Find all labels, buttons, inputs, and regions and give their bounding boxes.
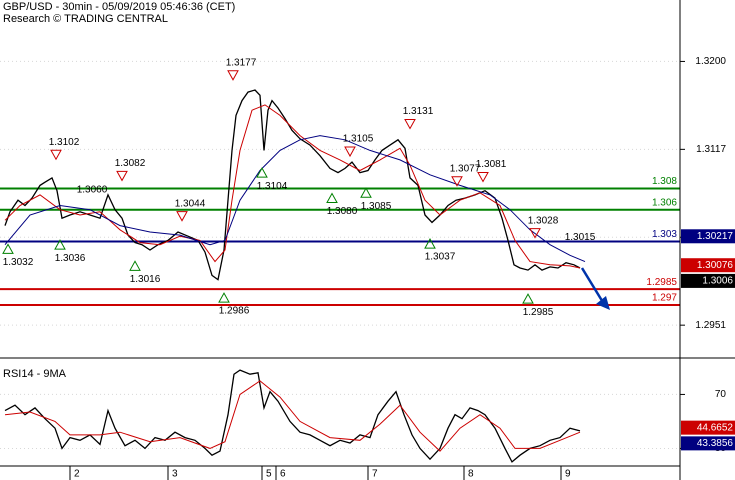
support-marker <box>2 243 14 254</box>
value-box-label: 44.6652 <box>697 422 734 433</box>
series-line <box>4 380 581 452</box>
chart-title: GBP/USD - 30min - 05/09/2019 05:46:36 (C… <box>3 1 235 13</box>
value-box-label: 43.3856 <box>697 438 734 449</box>
resistance-marker <box>529 228 541 239</box>
series-line <box>4 135 586 263</box>
level-label: 1.297 <box>652 293 677 304</box>
value-box <box>681 258 735 273</box>
resistance-marker <box>477 171 489 183</box>
support-label: 1.2986 <box>219 306 250 317</box>
support-label: 1.3080 <box>327 206 358 217</box>
support-marker <box>54 239 66 250</box>
resistance-label: 1.3028 <box>528 215 559 226</box>
plot-layer <box>4 89 586 463</box>
support-marker <box>129 260 141 271</box>
support-label: 1.2985 <box>523 307 554 318</box>
x-tick-label: 8 <box>468 469 474 480</box>
value-box-label: 1.3006 <box>702 276 733 287</box>
resistance-marker <box>176 211 188 222</box>
resistance-marker <box>344 146 356 158</box>
support-label: 1.3104 <box>257 181 288 192</box>
resistance-label: 1.3044 <box>175 198 206 209</box>
value-box <box>681 436 735 451</box>
series-line <box>4 104 581 269</box>
grid-layer <box>0 60 680 449</box>
value-box <box>681 420 735 435</box>
x-tick-label: 6 <box>280 469 286 480</box>
value-box <box>681 273 735 288</box>
level-label: 1.303 <box>652 229 677 240</box>
resistance-marker <box>227 70 239 81</box>
y-tick-label: 1.3117 <box>696 144 726 155</box>
x-tick-label: 5 <box>266 469 272 480</box>
level-label: 1.2985 <box>646 277 677 288</box>
y-tick-label: 1.2951 <box>695 320 726 331</box>
value-box-label: 1.30076 <box>697 260 734 271</box>
forecast-arrow <box>580 267 606 305</box>
support-marker <box>424 238 436 249</box>
forecast-arrowhead <box>596 296 610 310</box>
resistance-marker <box>50 149 62 161</box>
support-label: 1.3032 <box>3 257 34 268</box>
resistance-label: 1.3081 <box>476 159 507 170</box>
resistance-label: 1.3105 <box>343 134 374 145</box>
resistance-label: 1.3077 <box>450 163 481 174</box>
level-note: 1.3060 <box>77 184 108 195</box>
rsi-title: RSI14 - 9MA <box>3 368 67 380</box>
resistance-label: 1.3082 <box>115 158 146 169</box>
x-tick-label: 7 <box>372 469 378 480</box>
level-label: 1.308 <box>652 176 677 187</box>
support-label: 1.3037 <box>425 252 456 263</box>
support-label: 1.3036 <box>55 253 86 264</box>
support-label: 1.3085 <box>361 201 392 212</box>
support-label: 1.3016 <box>130 274 161 285</box>
level-label: 1.306 <box>652 197 677 208</box>
x-tick-label: 9 <box>565 469 571 480</box>
series-line <box>4 89 581 281</box>
resistance-label: 1.3177 <box>226 57 257 68</box>
support-marker <box>360 187 372 198</box>
y-tick-label: 70 <box>715 389 727 400</box>
resistance-marker <box>404 119 416 130</box>
support-marker <box>256 167 268 178</box>
support-marker <box>218 292 230 303</box>
support-marker <box>326 192 338 204</box>
resistance-marker <box>451 176 463 187</box>
value-box <box>681 229 735 244</box>
x-tick-label: 3 <box>172 469 178 480</box>
support-marker <box>522 293 534 304</box>
chart-subtitle: Research © TRADING CENTRAL <box>3 13 168 25</box>
x-tick-label: 2 <box>74 469 80 480</box>
value-box-label: 1.30217 <box>697 231 734 242</box>
series-line <box>4 369 581 463</box>
resistance-label: 1.3102 <box>49 137 80 148</box>
resistance-marker <box>116 170 128 182</box>
resistance-label: 1.3131 <box>403 106 434 117</box>
level-note: 1.3015 <box>565 232 596 243</box>
y-tick-label: 1.3200 <box>695 56 726 67</box>
